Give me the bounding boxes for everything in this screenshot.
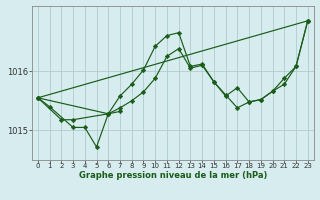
X-axis label: Graphe pression niveau de la mer (hPa): Graphe pression niveau de la mer (hPa) (79, 171, 267, 180)
